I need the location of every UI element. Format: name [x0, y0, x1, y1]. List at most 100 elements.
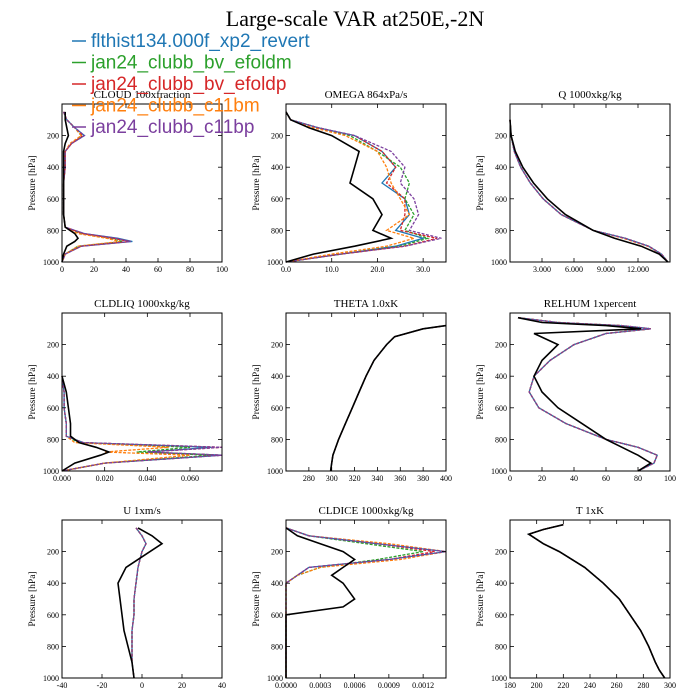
- x-tick-label: 180: [504, 681, 516, 690]
- series-line: [509, 119, 669, 263]
- y-tick-label: 800: [47, 226, 59, 235]
- x-tick-label: 0.0003: [309, 681, 331, 690]
- series-line: [285, 111, 426, 263]
- y-tick-label: 800: [271, 435, 283, 444]
- y-tick-label: 800: [47, 435, 59, 444]
- y-axis-label: Pressure [hPa]: [28, 571, 38, 626]
- plot-frame: [285, 519, 447, 679]
- panel-title: CLDICE 1000xkg/kg: [318, 505, 414, 517]
- series-line: [61, 376, 223, 472]
- panel-title: U 1xm/s: [123, 505, 161, 517]
- plot-frame: [509, 312, 671, 472]
- y-tick-label: 800: [495, 642, 507, 651]
- series-line: [131, 527, 147, 679]
- series-line: [329, 324, 447, 472]
- x-tick-label: 100: [216, 265, 228, 274]
- y-tick-label: 1000: [43, 674, 59, 683]
- plot-frame: [285, 103, 447, 263]
- y-tick-label: 600: [271, 195, 283, 204]
- x-tick-label: 260: [611, 681, 623, 690]
- y-tick-label: 400: [495, 163, 507, 172]
- x-tick-label: 400: [440, 474, 452, 483]
- x-tick-label: 0: [508, 474, 512, 483]
- reference-line: [285, 111, 394, 263]
- y-tick-label: 400: [495, 579, 507, 588]
- plot-frame: [61, 519, 223, 679]
- legend-entry: jan24_clubb_c11bm: [90, 96, 260, 117]
- y-tick-label: 400: [47, 579, 59, 588]
- y-tick-label: 200: [47, 132, 59, 141]
- x-tick-label: 0.000: [53, 474, 71, 483]
- x-tick-label: 80: [634, 474, 642, 483]
- y-tick-label: 800: [495, 226, 507, 235]
- panel-grid: CLOUD 100xfraction Pressure [hPa] 0 20 40 60 8…: [28, 89, 676, 690]
- legend-entry: jan24_clubb_bv_efoldp: [90, 74, 286, 95]
- series-line: [285, 111, 417, 263]
- y-tick-label: 200: [495, 548, 507, 557]
- y-tick-label: 200: [271, 548, 283, 557]
- y-tick-label: 800: [47, 642, 59, 651]
- panel-title: T 1xK: [576, 505, 604, 517]
- reference-line: [509, 119, 669, 263]
- x-tick-label: 280: [637, 681, 649, 690]
- series-line: [509, 119, 669, 263]
- x-tick-label: 20: [538, 474, 546, 483]
- y-tick-label: 400: [271, 163, 283, 172]
- x-tick-label: 0: [140, 681, 144, 690]
- y-axis-label: Pressure [hPa]: [476, 155, 486, 210]
- x-tick-label: 60: [154, 265, 162, 274]
- series-line: [61, 376, 223, 472]
- x-tick-label: 0.0000: [275, 681, 297, 690]
- x-tick-label: 12.000: [627, 265, 649, 274]
- reference-line: [61, 375, 112, 472]
- x-tick-label: 20: [90, 265, 98, 274]
- series-line: [527, 524, 666, 679]
- y-axis-label: Pressure [hPa]: [476, 364, 486, 419]
- y-tick-label: 600: [495, 611, 507, 620]
- y-tick-label: 800: [271, 642, 283, 651]
- y-tick-label: 600: [271, 611, 283, 620]
- plot-frame: [285, 312, 447, 472]
- y-tick-label: 400: [271, 579, 283, 588]
- y-tick-label: 600: [47, 195, 59, 204]
- y-tick-label: 200: [271, 132, 283, 141]
- panel: THETA 1.0xK Pressure [hPa] 280 300 320 340 360…: [252, 298, 452, 483]
- x-tick-label: -40: [57, 681, 68, 690]
- legend: flthist134.000f_xp2_revertjan24_clubb_bv…: [72, 31, 310, 138]
- series-line: [527, 524, 666, 679]
- y-tick-label: 400: [271, 372, 283, 381]
- x-tick-label: 240: [584, 681, 596, 690]
- series-line: [131, 527, 147, 679]
- panel: CLDICE 1000xkg/kg Pressure [hPa] 0.0000 0.0…: [252, 505, 447, 690]
- reference-line: [526, 523, 666, 679]
- series-line: [509, 119, 669, 263]
- reference-line: [61, 111, 80, 263]
- panel: OMEGA 864xPa/s Pressure [hPa] 0.0 10.0 20.0 3…: [252, 89, 447, 274]
- y-axis-label: Pressure [hPa]: [476, 571, 486, 626]
- series-line: [517, 317, 659, 472]
- y-tick-label: 1000: [267, 258, 283, 267]
- x-tick-label: 30.0: [416, 265, 430, 274]
- y-tick-label: 800: [495, 435, 507, 444]
- panel: RELHUM 1xpercent Pressure [hPa] 0 20 40 60 80 1…: [476, 298, 676, 483]
- series-line: [509, 119, 669, 263]
- series-line: [285, 527, 447, 678]
- x-tick-label: 360: [394, 474, 406, 483]
- x-tick-label: 0.020: [96, 474, 114, 483]
- series-line: [517, 317, 659, 472]
- panel: T 1xK Pressure [hPa] 180 200 220 240 260 280 300…: [476, 505, 676, 690]
- panel-title: THETA 1.0xK: [334, 298, 399, 310]
- x-tick-label: 40: [570, 474, 578, 483]
- series-line: [285, 527, 424, 678]
- y-tick-label: 1000: [267, 674, 283, 683]
- y-tick-label: 600: [47, 404, 59, 413]
- legend-entry: jan24_clubb_bv_efoldm: [90, 53, 292, 74]
- y-tick-label: 200: [271, 341, 283, 350]
- plot-frame: [509, 519, 671, 679]
- y-tick-label: 1000: [491, 674, 507, 683]
- panel-title: OMEGA 864xPa/s: [325, 89, 408, 101]
- series-line: [285, 111, 438, 263]
- y-tick-label: 200: [495, 341, 507, 350]
- y-axis-label: Pressure [hPa]: [252, 571, 262, 626]
- y-tick-label: 600: [495, 195, 507, 204]
